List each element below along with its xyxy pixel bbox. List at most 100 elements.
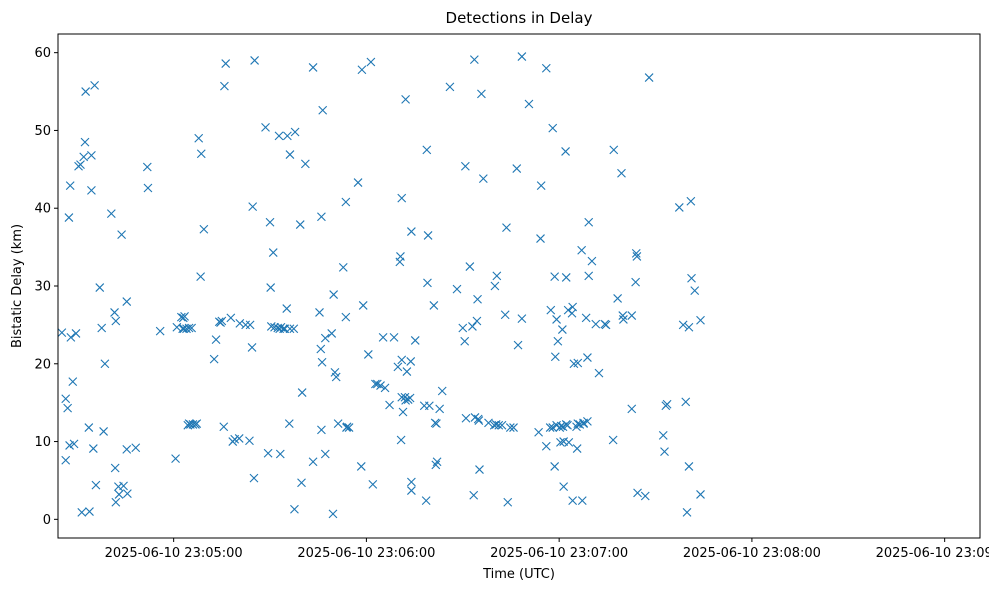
data-point xyxy=(658,430,668,440)
data-point xyxy=(684,322,694,332)
data-point xyxy=(686,196,696,206)
data-point xyxy=(220,81,229,91)
data-point xyxy=(290,127,300,137)
data-point xyxy=(431,460,441,470)
data-point xyxy=(338,262,348,272)
data-point xyxy=(279,324,288,334)
data-point xyxy=(366,57,376,67)
x-tick-label: 2025-06-10 23:05:00 xyxy=(105,546,243,561)
data-point xyxy=(65,181,75,191)
data-point xyxy=(358,301,368,310)
data-point xyxy=(468,322,477,331)
data-point xyxy=(502,223,511,233)
data-point xyxy=(110,463,120,473)
data-point xyxy=(226,313,236,323)
data-point xyxy=(176,312,186,322)
data-point xyxy=(678,320,688,330)
data-point xyxy=(209,354,219,364)
data-point xyxy=(64,213,74,222)
data-point xyxy=(71,329,81,338)
data-point xyxy=(432,457,442,467)
data-point xyxy=(398,407,408,417)
data-point xyxy=(331,372,341,382)
data-point xyxy=(617,168,626,178)
data-point xyxy=(111,316,121,326)
data-point xyxy=(591,319,601,329)
data-point xyxy=(180,311,189,321)
data-point xyxy=(184,323,194,333)
data-point xyxy=(196,149,206,159)
data-point xyxy=(317,212,326,222)
data-point xyxy=(410,336,420,345)
data-point xyxy=(117,230,126,240)
data-point xyxy=(308,63,318,72)
data-point xyxy=(111,497,121,507)
data-point xyxy=(122,297,132,306)
data-point xyxy=(265,217,275,227)
data-point xyxy=(308,457,318,467)
data-point xyxy=(644,73,654,82)
data-point xyxy=(353,178,363,187)
data-point xyxy=(402,367,412,376)
data-point xyxy=(245,436,254,446)
data-point xyxy=(594,368,604,378)
data-point xyxy=(123,489,132,499)
data-point xyxy=(503,497,513,507)
data-point xyxy=(100,359,110,369)
data-point xyxy=(406,357,416,366)
data-point xyxy=(552,315,561,324)
data-point xyxy=(317,357,327,367)
y-tick-label: 30 xyxy=(34,280,51,295)
data-point xyxy=(473,294,482,304)
data-point xyxy=(63,403,73,413)
data-point xyxy=(284,419,294,429)
data-point xyxy=(497,420,507,430)
data-point xyxy=(583,353,592,362)
data-point xyxy=(458,323,468,333)
data-point xyxy=(194,133,204,143)
data-point xyxy=(57,328,67,338)
data-point xyxy=(406,227,416,236)
data-point xyxy=(561,273,571,282)
y-tick-label: 20 xyxy=(34,357,51,372)
x-tick-label: 2025-06-10 23:08:00 xyxy=(683,546,821,561)
data-point xyxy=(172,322,182,332)
data-point xyxy=(76,160,85,170)
data-point xyxy=(248,202,258,212)
data-point xyxy=(266,283,276,292)
data-point xyxy=(492,271,502,281)
data-point xyxy=(328,509,338,519)
data-point xyxy=(563,420,572,430)
data-point xyxy=(452,284,462,294)
data-point xyxy=(584,271,594,281)
y-tick-label: 40 xyxy=(34,202,51,217)
data-point xyxy=(397,193,407,203)
data-point xyxy=(509,423,518,432)
data-point xyxy=(247,343,257,352)
data-point xyxy=(469,490,479,500)
data-point xyxy=(342,422,352,432)
data-point xyxy=(423,231,433,240)
y-axis: 0 10 20 30 40 50 60 xyxy=(34,46,58,528)
data-point xyxy=(192,419,202,429)
data-point xyxy=(587,256,597,266)
x-tick-label: 2025-06-10 23:06:00 xyxy=(297,546,435,561)
data-point xyxy=(684,462,694,471)
data-point xyxy=(143,183,153,193)
data-point xyxy=(333,419,343,429)
data-point xyxy=(534,427,543,437)
data-point xyxy=(357,65,367,75)
x-axis: 2025-06-10 23:05:00 2025-06-10 23:06:00 20… xyxy=(105,538,989,561)
data-point xyxy=(275,449,285,459)
data-point xyxy=(274,131,284,141)
data-point xyxy=(114,490,124,499)
data-point xyxy=(583,416,592,426)
data-point xyxy=(106,209,116,219)
data-point xyxy=(553,336,563,346)
data-point xyxy=(196,272,206,282)
data-point xyxy=(513,340,523,350)
data-point xyxy=(245,320,255,330)
data-point xyxy=(662,399,672,409)
data-point xyxy=(517,52,527,61)
data-point xyxy=(61,394,71,404)
